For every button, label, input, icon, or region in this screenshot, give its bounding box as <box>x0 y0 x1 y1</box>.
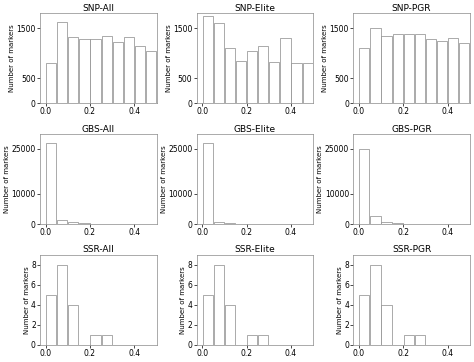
Bar <box>280 38 291 103</box>
Bar <box>370 216 381 224</box>
Bar <box>225 223 235 224</box>
Title: GBS-Elite: GBS-Elite <box>234 125 276 134</box>
Bar <box>214 222 224 224</box>
Bar <box>214 265 224 345</box>
Bar <box>247 51 257 103</box>
Bar <box>415 34 425 103</box>
Bar <box>202 143 213 224</box>
Bar <box>113 42 123 103</box>
Bar <box>404 334 414 345</box>
Title: GBS-All: GBS-All <box>82 125 115 134</box>
Bar <box>359 149 369 224</box>
Bar <box>124 37 134 103</box>
Title: GBS-PGR: GBS-PGR <box>391 125 432 134</box>
Bar <box>247 334 257 345</box>
Bar <box>426 39 436 103</box>
Bar <box>68 37 78 103</box>
Bar <box>269 62 280 103</box>
Y-axis label: Number of markers: Number of markers <box>24 266 29 333</box>
Bar <box>79 39 90 103</box>
Bar <box>46 143 56 224</box>
Bar <box>448 38 458 103</box>
Bar <box>135 46 145 103</box>
Bar <box>302 63 313 103</box>
Y-axis label: Number of markers: Number of markers <box>337 266 343 333</box>
Bar <box>46 63 56 103</box>
Y-axis label: Number of markers: Number of markers <box>322 24 328 92</box>
Bar <box>258 334 268 345</box>
Y-axis label: Number of markers: Number of markers <box>9 24 15 92</box>
Bar <box>382 36 392 103</box>
Bar <box>91 39 100 103</box>
Bar <box>57 220 67 224</box>
Bar <box>392 223 403 224</box>
Bar <box>91 334 100 345</box>
Bar <box>68 305 78 345</box>
Bar <box>292 63 301 103</box>
Y-axis label: Number of markers: Number of markers <box>161 145 167 213</box>
Bar <box>146 51 156 103</box>
Bar <box>202 16 213 103</box>
Bar <box>46 295 56 345</box>
Bar <box>225 48 235 103</box>
Y-axis label: Number of markers: Number of markers <box>180 266 186 333</box>
Bar <box>101 334 112 345</box>
Y-axis label: Number of markers: Number of markers <box>165 24 172 92</box>
Title: SNP-Elite: SNP-Elite <box>235 4 275 13</box>
Bar <box>415 334 425 345</box>
Bar <box>370 265 381 345</box>
Bar <box>382 223 392 224</box>
Bar <box>225 305 235 345</box>
Bar <box>57 265 67 345</box>
Bar <box>68 222 78 224</box>
Bar <box>459 43 469 103</box>
Bar <box>437 41 447 103</box>
Bar <box>382 305 392 345</box>
Bar <box>236 61 246 103</box>
Bar <box>202 295 213 345</box>
Title: SNP-PGR: SNP-PGR <box>392 4 431 13</box>
Title: SSR-PGR: SSR-PGR <box>392 245 431 254</box>
Bar <box>258 46 268 103</box>
Title: SSR-Elite: SSR-Elite <box>235 245 275 254</box>
Bar <box>79 223 90 224</box>
Y-axis label: Number of markers: Number of markers <box>4 145 10 213</box>
Title: SNP-All: SNP-All <box>82 4 114 13</box>
Y-axis label: Number of markers: Number of markers <box>318 145 323 213</box>
Bar <box>101 36 112 103</box>
Bar <box>404 34 414 103</box>
Bar <box>370 28 381 103</box>
Bar <box>359 295 369 345</box>
Bar <box>359 48 369 103</box>
Bar <box>214 23 224 103</box>
Bar <box>392 34 403 103</box>
Title: SSR-All: SSR-All <box>82 245 114 254</box>
Bar <box>57 22 67 103</box>
